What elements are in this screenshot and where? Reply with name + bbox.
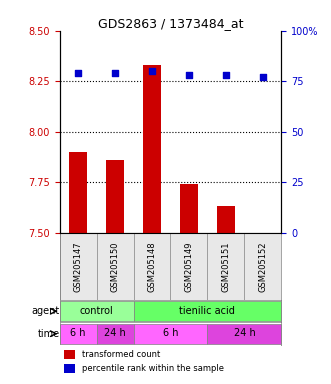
FancyBboxPatch shape — [60, 301, 133, 321]
Bar — [180, 184, 198, 233]
Bar — [69, 152, 87, 233]
Text: GSM205147: GSM205147 — [73, 241, 82, 292]
Text: control: control — [80, 306, 114, 316]
Text: agent: agent — [31, 306, 60, 316]
Text: time: time — [37, 329, 60, 339]
Text: percentile rank within the sample: percentile rank within the sample — [82, 364, 224, 373]
Point — [75, 70, 81, 76]
Text: GSM205152: GSM205152 — [259, 241, 267, 291]
Text: 6 h: 6 h — [163, 328, 178, 338]
FancyBboxPatch shape — [60, 324, 97, 344]
FancyBboxPatch shape — [97, 324, 133, 344]
Point — [223, 72, 228, 78]
Point — [186, 72, 192, 78]
Point — [112, 70, 118, 76]
Text: 24 h: 24 h — [233, 328, 255, 338]
Text: 24 h: 24 h — [104, 328, 126, 338]
Bar — [64, 364, 75, 373]
Title: GDS2863 / 1373484_at: GDS2863 / 1373484_at — [98, 17, 243, 30]
FancyBboxPatch shape — [133, 324, 208, 344]
Text: GSM205151: GSM205151 — [221, 241, 230, 291]
Bar — [143, 65, 161, 233]
Text: transformed count: transformed count — [82, 350, 160, 359]
Point — [149, 68, 155, 74]
Bar — [64, 349, 75, 359]
Text: GSM205149: GSM205149 — [184, 241, 193, 291]
FancyBboxPatch shape — [133, 301, 281, 321]
Text: tienilic acid: tienilic acid — [179, 306, 235, 316]
FancyBboxPatch shape — [208, 324, 281, 344]
Bar — [106, 160, 124, 233]
Text: 6 h: 6 h — [70, 328, 86, 338]
Bar — [217, 207, 235, 233]
Point — [260, 74, 265, 80]
Text: GSM205148: GSM205148 — [148, 241, 157, 292]
Text: GSM205150: GSM205150 — [111, 241, 119, 291]
